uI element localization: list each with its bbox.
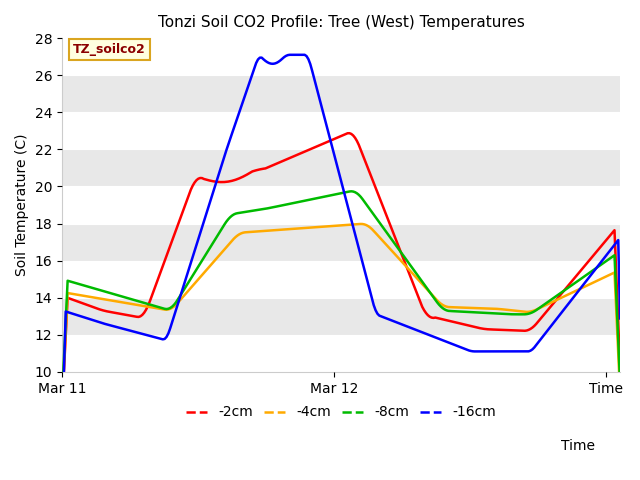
-2cm [346, 131, 353, 136]
-2cm [390, 232, 398, 238]
Bar [62, 75, 620, 112]
-4cm [566, 291, 573, 297]
Bar [62, 335, 620, 372]
-16cm [616, 315, 624, 321]
-4cm [531, 308, 538, 313]
-8cm [390, 240, 398, 246]
Y-axis label: Soil Temperature (C): Soil Temperature (C) [15, 134, 29, 276]
-4cm [60, 365, 68, 371]
-4cm [616, 391, 624, 396]
Bar [62, 186, 620, 224]
-8cm [566, 284, 573, 289]
Bar [62, 261, 620, 298]
-8cm [60, 357, 68, 362]
-8cm [616, 381, 624, 386]
-8cm [402, 256, 410, 262]
-8cm [58, 396, 66, 402]
-16cm [392, 319, 400, 325]
Bar [62, 224, 620, 261]
Text: TZ_soilco2: TZ_soilco2 [73, 43, 146, 56]
Bar [62, 38, 620, 75]
-8cm [531, 309, 538, 314]
Line: -4cm: -4cm [62, 224, 620, 406]
-8cm [392, 243, 400, 249]
-2cm [616, 366, 624, 372]
Title: Tonzi Soil CO2 Profile: Tree (West) Temperatures: Tonzi Soil CO2 Profile: Tree (West) Temp… [157, 15, 525, 30]
Bar [62, 298, 620, 335]
-16cm [390, 319, 398, 324]
-16cm [402, 323, 410, 329]
-4cm [58, 403, 66, 409]
-2cm [531, 323, 538, 329]
Line: -2cm: -2cm [62, 133, 620, 408]
-16cm [58, 431, 66, 437]
Bar [62, 149, 620, 186]
Bar [62, 112, 620, 149]
Legend: -2cm, -4cm, -8cm, -16cm: -2cm, -4cm, -8cm, -16cm [181, 400, 501, 425]
-16cm [286, 52, 294, 58]
-4cm [392, 252, 400, 258]
-4cm [402, 263, 410, 268]
-2cm [566, 281, 573, 287]
-16cm [60, 370, 68, 376]
-2cm [402, 261, 410, 267]
-16cm [531, 345, 538, 350]
-2cm [58, 406, 66, 411]
Text: Time: Time [561, 439, 595, 453]
-2cm [392, 237, 400, 243]
-4cm [390, 251, 398, 256]
Line: -16cm: -16cm [62, 55, 620, 434]
-2cm [60, 369, 68, 374]
-16cm [566, 299, 573, 305]
-8cm [348, 189, 355, 194]
Line: -8cm: -8cm [62, 192, 620, 399]
-4cm [357, 221, 365, 227]
